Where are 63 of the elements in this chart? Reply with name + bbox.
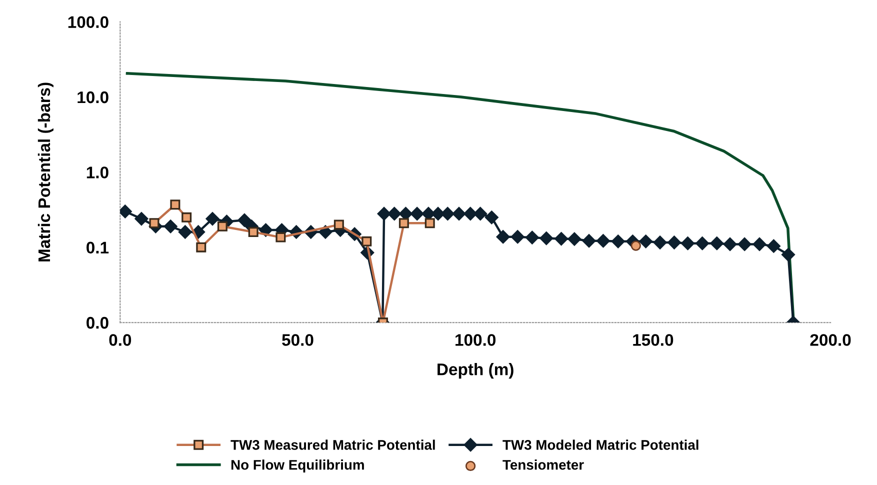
point — [525, 230, 539, 244]
point — [276, 232, 286, 242]
point — [178, 225, 192, 239]
legend-label: Tensiometer — [502, 460, 584, 470]
point — [134, 212, 148, 226]
point — [752, 238, 766, 251]
point — [723, 238, 737, 251]
point — [149, 218, 160, 228]
x-tick-label: 150.0 — [633, 334, 674, 346]
point — [630, 240, 641, 251]
point — [554, 232, 568, 246]
point — [782, 248, 795, 262]
point — [248, 227, 258, 238]
point — [182, 212, 192, 222]
point — [206, 212, 220, 226]
y-tick-label: 100.0 — [68, 16, 108, 28]
point — [431, 207, 445, 220]
point — [639, 234, 653, 248]
point — [164, 220, 178, 234]
legend-label: TW3 Measured Matric Potential — [230, 440, 435, 450]
point — [377, 207, 391, 220]
point — [540, 232, 554, 246]
y-tick-label: 0.1 — [86, 242, 109, 254]
point — [464, 207, 478, 220]
point — [170, 200, 180, 210]
legend-label: No Flow Equilibrium — [231, 460, 364, 472]
y-tick-label: 1.0 — [86, 166, 108, 178]
point — [388, 207, 402, 220]
point — [238, 213, 252, 227]
point — [424, 218, 435, 228]
legend-label: TW3 Modeled Matric Potential — [502, 440, 698, 450]
point — [668, 236, 681, 250]
point — [653, 236, 667, 250]
point — [738, 238, 752, 251]
point — [398, 218, 409, 228]
x-tick-label: 0.0 — [109, 334, 132, 346]
y-tick-label: 0.0 — [86, 316, 108, 329]
point — [410, 207, 424, 220]
point — [334, 220, 344, 230]
point — [696, 236, 710, 250]
y-tick-label: 10.0 — [78, 91, 108, 104]
point — [398, 207, 412, 220]
point — [452, 207, 466, 220]
point — [582, 234, 596, 248]
y-axis-title: Matric Potential (-bars) — [38, 82, 54, 262]
point — [510, 230, 524, 244]
x-axis-title: Depth (m) — [438, 363, 514, 379]
point — [440, 207, 454, 220]
point — [681, 236, 694, 250]
x-tick-label: 50.0 — [282, 334, 314, 346]
point — [474, 207, 488, 220]
point — [611, 234, 625, 248]
point — [484, 210, 498, 224]
point — [196, 242, 206, 252]
x-tick-label: 200.0 — [810, 334, 851, 346]
point — [710, 236, 724, 250]
point — [568, 232, 582, 246]
point — [362, 236, 372, 246]
x-tick-label: 100.0 — [456, 334, 496, 346]
point — [217, 221, 228, 232]
point — [766, 239, 780, 253]
point — [596, 234, 610, 248]
point — [496, 230, 510, 244]
